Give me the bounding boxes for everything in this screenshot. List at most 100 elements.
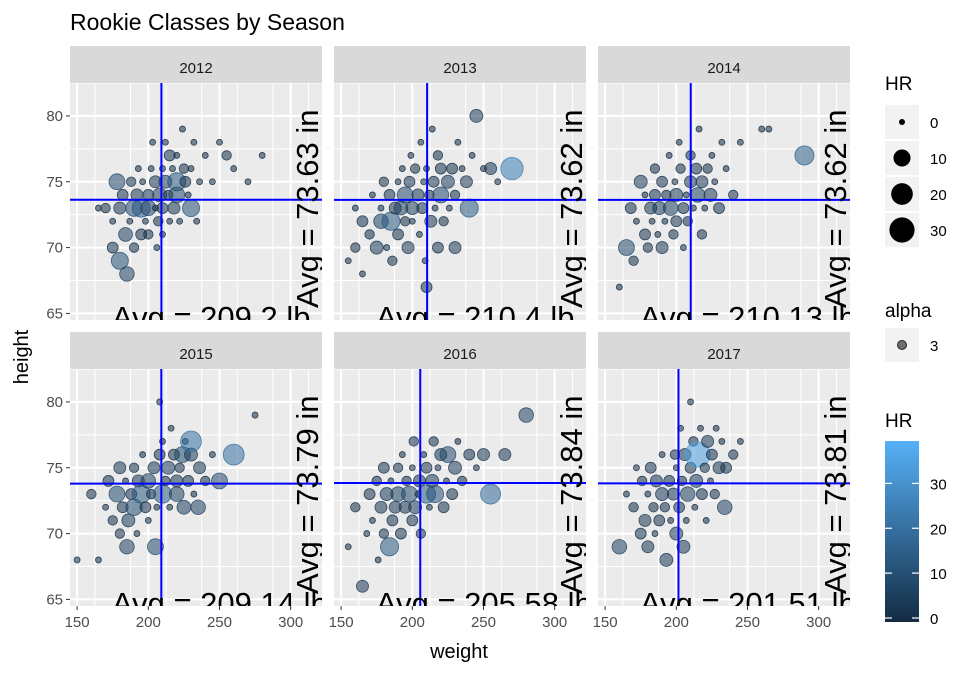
data-point: [378, 176, 389, 187]
data-point: [221, 150, 232, 161]
avg-height-label: Avg = 73.62 in: [818, 109, 853, 308]
data-point: [642, 242, 653, 253]
x-tick-label: 300: [542, 614, 567, 631]
data-point: [687, 398, 694, 406]
data-point: [480, 483, 502, 505]
data-point: [718, 438, 726, 445]
data-point: [484, 162, 498, 176]
y-tick-label: 70: [46, 526, 63, 543]
avg-weight-label: Avg = 210.4 lb: [376, 300, 575, 335]
avg-weight-label: Avg = 201.51 lb: [640, 586, 856, 621]
y-tick-label: 80: [46, 108, 63, 125]
data-point: [794, 145, 815, 166]
data-point: [363, 488, 376, 500]
data-point: [398, 165, 406, 172]
data-point: [149, 138, 156, 146]
avg-height-label: Avg = 73.84 in: [554, 395, 589, 594]
y-tick-label: 65: [46, 591, 63, 608]
data-point: [381, 211, 401, 231]
data-point: [86, 488, 97, 500]
data-point: [658, 451, 666, 458]
data-point: [258, 152, 266, 159]
data-point: [408, 217, 416, 225]
data-point: [182, 199, 200, 218]
x-tick-label: 250: [471, 614, 496, 631]
data-point: [701, 204, 709, 212]
facet-strip-label: 2017: [707, 346, 740, 363]
data-point: [142, 189, 155, 201]
data-point: [695, 175, 709, 189]
panel-background: [70, 369, 322, 606]
data-point: [369, 191, 376, 199]
points: [615, 125, 815, 291]
data-point: [139, 178, 147, 186]
data-point: [633, 464, 640, 472]
data-point: [114, 528, 125, 539]
data-point: [147, 461, 161, 475]
data-point: [518, 407, 534, 423]
points: [611, 398, 744, 567]
data-point: [420, 178, 428, 186]
data-point: [395, 527, 407, 540]
data-point: [374, 556, 382, 564]
x-tick-label: 150: [329, 614, 354, 631]
data-point: [128, 462, 140, 473]
data-point: [371, 475, 382, 487]
data-point: [720, 461, 733, 474]
x-tick-label: 200: [400, 614, 425, 631]
data-point: [119, 266, 135, 282]
data-point: [623, 490, 630, 498]
data-point: [190, 499, 206, 515]
data-point: [106, 241, 119, 254]
data-point: [387, 255, 398, 266]
chart-title: Rookie Classes by Season: [70, 9, 345, 35]
data-point: [458, 165, 466, 172]
facet-strip: [334, 46, 586, 83]
size-legend-symbol: [891, 183, 913, 205]
data-point: [108, 485, 126, 503]
data-point: [712, 424, 720, 432]
data-point: [110, 251, 129, 270]
data-point: [696, 488, 708, 500]
data-point: [174, 462, 185, 473]
data-point: [437, 501, 450, 514]
panel-background: [334, 369, 586, 606]
y-tick-label: 70: [46, 240, 63, 257]
data-point: [438, 216, 449, 227]
size-legend-symbol: [889, 217, 915, 243]
data-point: [426, 485, 445, 504]
data-point: [659, 502, 671, 513]
data-point: [244, 178, 252, 186]
data-point: [400, 216, 411, 227]
data-point: [147, 538, 164, 556]
data-point: [703, 188, 718, 202]
data-point: [403, 175, 416, 188]
data-point: [359, 270, 366, 278]
size-legend-label: 10: [930, 151, 947, 168]
data-point: [408, 500, 423, 515]
data-point: [369, 240, 384, 255]
data-point: [713, 202, 725, 214]
data-point: [691, 503, 699, 511]
y-tick-label: 75: [46, 174, 63, 191]
size-legend-title: HR: [885, 74, 912, 95]
data-point: [394, 178, 402, 186]
data-point: [628, 255, 639, 266]
data-point: [618, 239, 635, 256]
data-point: [166, 503, 174, 511]
data-point: [448, 460, 462, 475]
data-point: [500, 156, 524, 181]
data-point: [682, 191, 690, 199]
x-tick-label: 300: [806, 614, 831, 631]
data-point: [624, 202, 637, 214]
data-point: [178, 163, 190, 174]
data-point: [498, 448, 512, 462]
data-point: [383, 244, 391, 251]
data-point: [709, 488, 720, 500]
data-point: [454, 438, 462, 445]
